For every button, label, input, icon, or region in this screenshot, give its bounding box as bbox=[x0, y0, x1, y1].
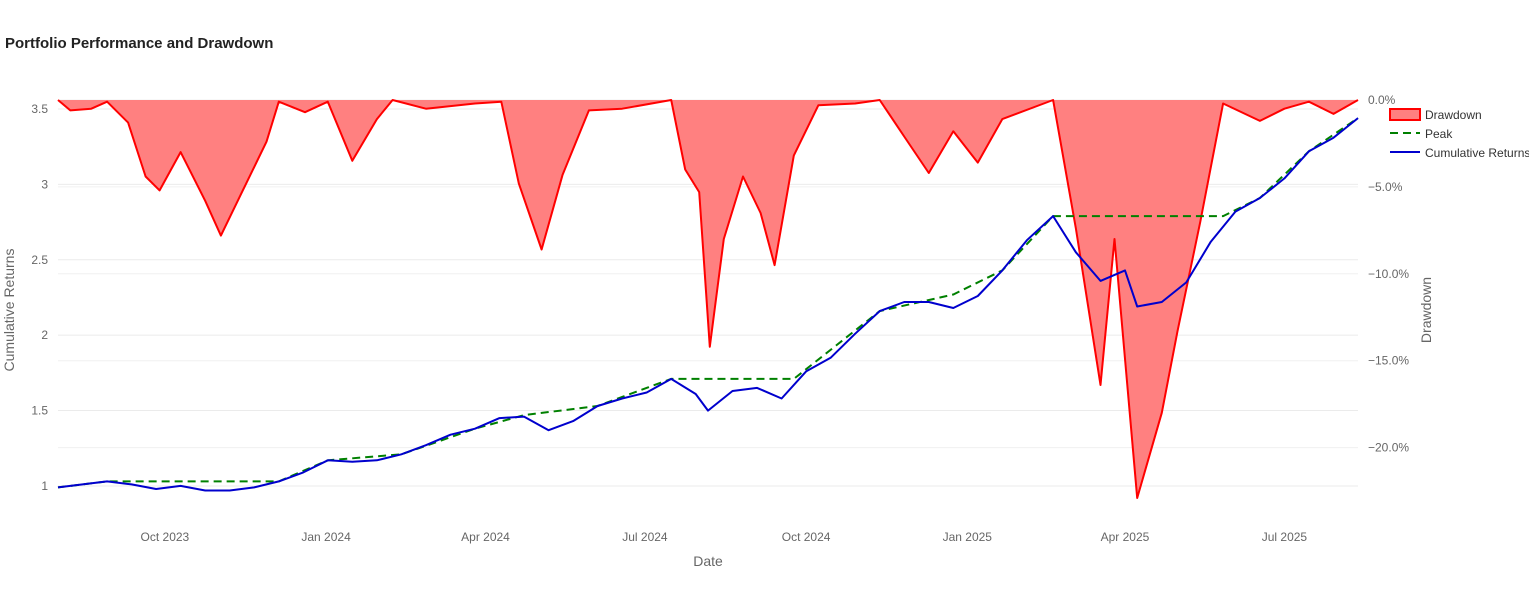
x-axis-label: Date bbox=[693, 553, 723, 569]
legend[interactable]: Drawdown Peak Cumulative Returns bbox=[1389, 108, 1529, 160]
drawdown-area bbox=[58, 100, 1358, 498]
x-tick-label: Jan 2025 bbox=[943, 530, 993, 544]
y2-tick-label: 0.0% bbox=[1368, 93, 1396, 107]
y2-axis-ticks: 0.0% −5.0% −10.0% −15.0% −20.0% bbox=[1368, 93, 1409, 455]
x-tick-label: Oct 2023 bbox=[141, 530, 190, 544]
y2-tick-label: −20.0% bbox=[1368, 441, 1409, 455]
cumulative-returns-line bbox=[57, 117, 1359, 492]
y2-axis-label: Drawdown bbox=[1418, 277, 1434, 343]
y2-tick-label: −10.0% bbox=[1368, 267, 1409, 281]
x-tick-label: Jul 2024 bbox=[622, 530, 668, 544]
y-tick-label: 2 bbox=[41, 328, 48, 342]
legend-label-cumulative-returns: Cumulative Returns bbox=[1425, 146, 1529, 160]
y2-tick-label: −15.0% bbox=[1368, 354, 1409, 368]
drawdown-line bbox=[57, 99, 1359, 499]
x-tick-label: Jul 2025 bbox=[1262, 530, 1308, 544]
y-tick-label: 2.5 bbox=[31, 253, 48, 267]
x-tick-label: Apr 2024 bbox=[461, 530, 510, 544]
x-tick-label: Oct 2024 bbox=[782, 530, 831, 544]
chart-title: Portfolio Performance and Drawdown bbox=[5, 35, 274, 52]
y-tick-label: 3 bbox=[41, 177, 48, 191]
legend-swatch-drawdown bbox=[1389, 108, 1421, 121]
legend-label-peak: Peak bbox=[1425, 127, 1453, 141]
legend-item-peak[interactable]: Peak bbox=[1390, 127, 1453, 141]
legend-label-drawdown: Drawdown bbox=[1425, 108, 1482, 122]
drawdown-series bbox=[57, 99, 1359, 499]
legend-item-drawdown[interactable]: Drawdown bbox=[1389, 108, 1482, 122]
x-tick-label: Jan 2024 bbox=[301, 530, 351, 544]
legend-item-cumulative-returns[interactable]: Cumulative Returns bbox=[1390, 146, 1529, 160]
y-axis-label: Cumulative Returns bbox=[1, 249, 17, 372]
x-axis-ticks: Oct 2023 Jan 2024 Apr 2024 Jul 2024 Oct 2024… bbox=[141, 530, 1308, 544]
y-axis-ticks: 1 1.5 2 2.5 3 3.5 bbox=[31, 102, 48, 493]
y2-tick-label: −5.0% bbox=[1368, 180, 1403, 194]
x-tick-label: Apr 2025 bbox=[1101, 530, 1150, 544]
y-tick-label: 3.5 bbox=[31, 102, 48, 116]
y-tick-label: 1.5 bbox=[31, 404, 48, 418]
y-tick-label: 1 bbox=[41, 479, 48, 493]
cumulative-returns-series bbox=[57, 117, 1359, 492]
